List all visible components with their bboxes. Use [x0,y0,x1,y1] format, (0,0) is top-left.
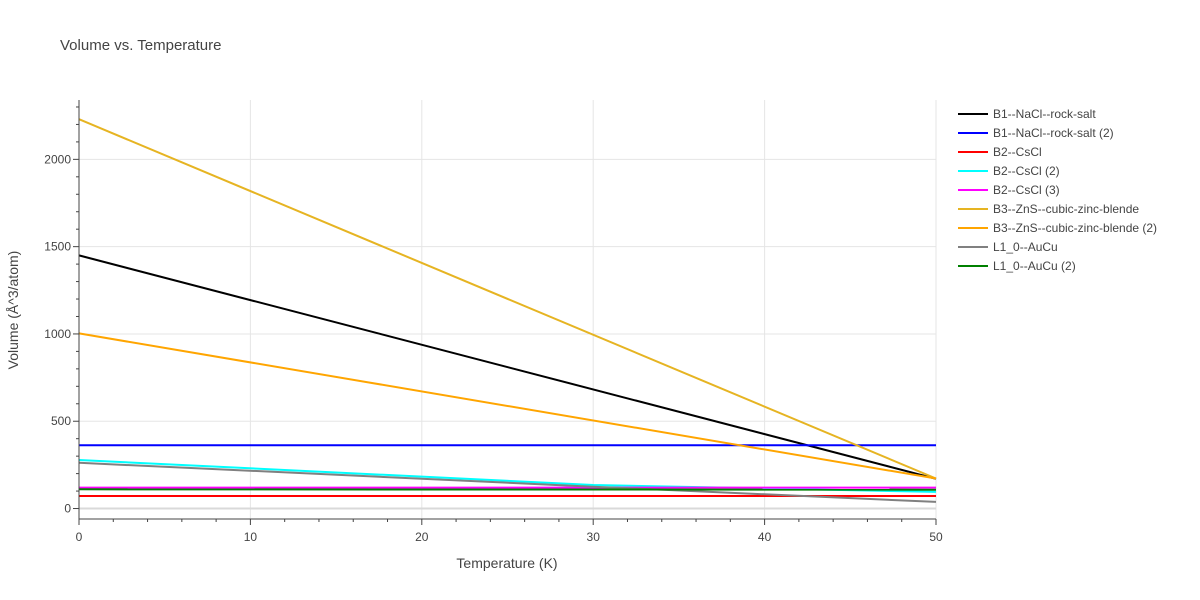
legend-label-5: B2--CsCl (3) [993,183,1060,197]
series-line-7 [78,332,937,480]
x-tick-label: 40 [758,530,772,544]
y-axis-label: Volume (Å^3/atom) [5,251,21,370]
x-tick-label: 10 [244,530,258,544]
series-line-6 [78,118,937,480]
legend-label-3: B2--CsCl [993,145,1042,159]
series-lines [78,118,937,503]
grid [79,100,937,519]
legend-label-7: B3--ZnS--cubic-zinc-blende (2) [993,221,1157,235]
y-tick-label: 1000 [44,327,71,341]
x-tick-label: 0 [76,530,83,544]
legend-label-6: B3--ZnS--cubic-zinc-blende [993,202,1139,216]
y-tick-label: 500 [51,414,71,428]
x-tick-label: 20 [415,530,429,544]
x-axis-label: Temperature (K) [456,555,557,571]
series-line-1 [78,254,937,480]
series-line-8 [78,461,937,503]
y-tick-label: 1500 [44,240,71,254]
legend-label-1: B1--NaCl--rock-salt [993,107,1096,121]
legend-label-8: L1_0--AuCu [993,240,1058,254]
chart-title: Volume vs. Temperature [60,37,221,54]
legend-label-9: L1_0--AuCu (2) [993,259,1076,273]
y-tick-label: 2000 [44,152,71,166]
y-tick-label: 0 [64,502,71,516]
legend: B1--NaCl--rock-salt B1--NaCl--rock-salt (… [958,107,1157,273]
legend-label-2: B1--NaCl--rock-salt (2) [993,126,1114,140]
legend-label-4: B2--CsCl (2) [993,164,1060,178]
x-tick-label: 30 [587,530,601,544]
x-tick-label: 50 [929,530,943,544]
